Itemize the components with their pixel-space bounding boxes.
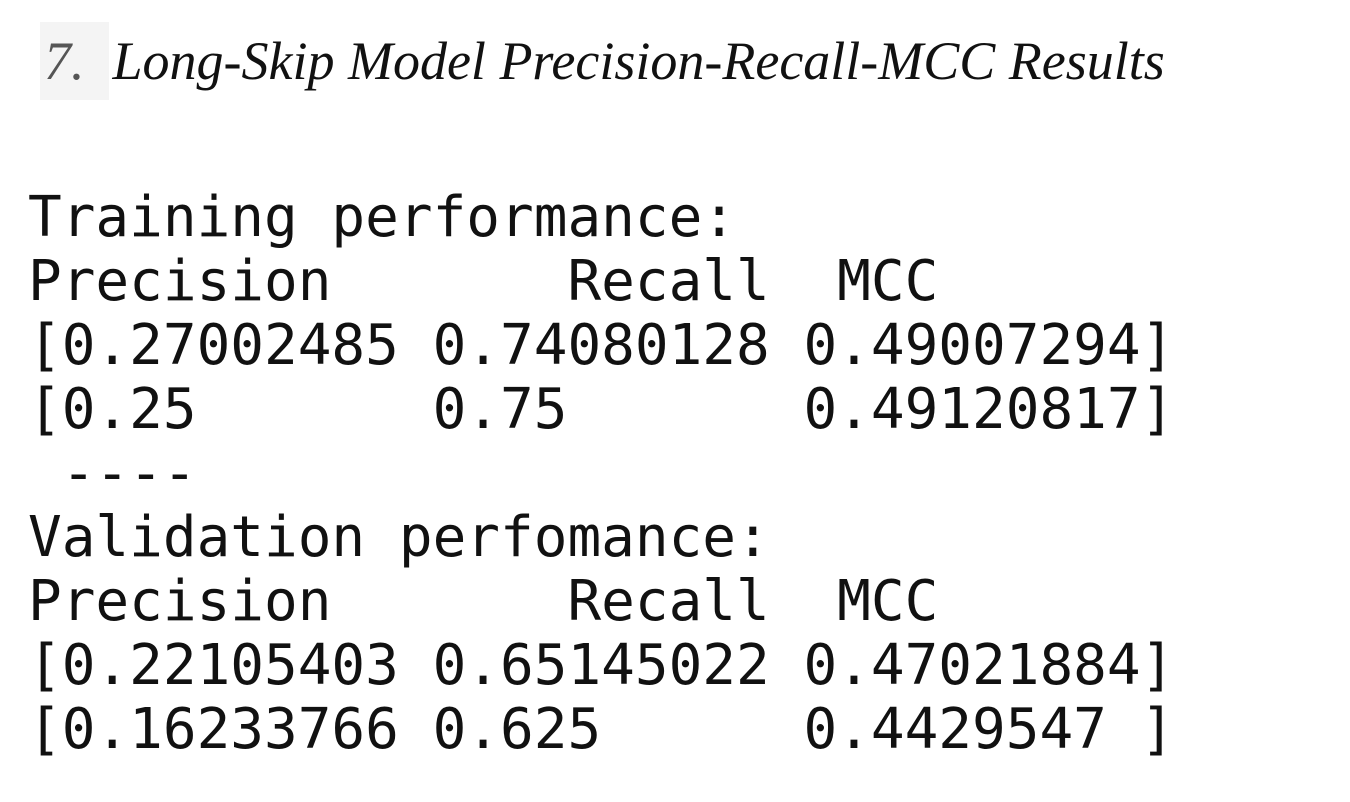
output-line: [0.27002485 0.74080128 0.49007294] [28,313,1175,378]
output-line: Precision Recall MCC [28,569,939,634]
output-line: Precision Recall MCC [28,249,939,314]
console-output: Training performance: Precision Recall MC… [28,186,1174,762]
output-line: Validation perfomance: [28,505,770,570]
output-line: [0.16233766 0.625 0.4429547 ] [28,697,1175,762]
section-number: 7. [40,22,109,100]
section-title: Long-Skip Model Precision-Recall-MCC Res… [112,31,1165,91]
output-line: [0.25 0.75 0.49120817] [28,377,1175,442]
section-heading: 7. Long-Skip Model Precision-Recall-MCC … [40,22,1165,100]
output-line: ---- [28,441,197,506]
output-line: [0.22105403 0.65145022 0.47021884] [28,633,1175,698]
output-line: Training performance: [28,185,737,250]
